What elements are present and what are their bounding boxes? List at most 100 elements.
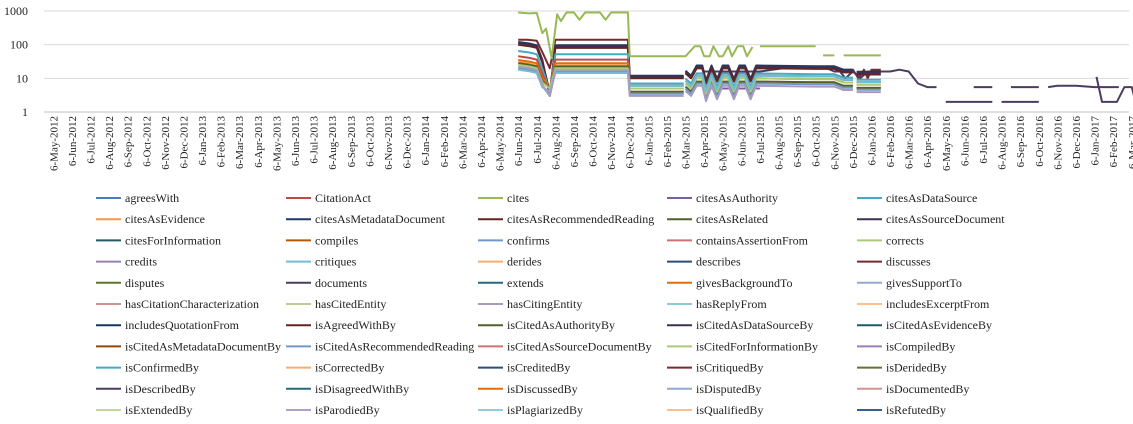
legend-label: isDocumentedBy <box>886 382 969 396</box>
x-tick-label: 6-Feb-2014 <box>439 116 451 168</box>
legend-item: disputes <box>96 276 165 290</box>
x-tick-label: 6-Jun-2014 <box>513 116 525 167</box>
x-tick-label: 6-Jan-2017 <box>1090 116 1102 166</box>
x-axis: 6-May-2012 6-Jun-2012 6-Jul-2012 6-Aug-2012… <box>48 116 1133 171</box>
legend-label: isExtendedBy <box>125 403 192 417</box>
legend-label: isCompiledBy <box>886 339 955 353</box>
legend-item: hasCitationCharacterization <box>96 297 259 311</box>
legend-label: givesBackgroundTo <box>696 276 792 290</box>
x-tick-label: 6-Jan-2015 <box>643 116 655 166</box>
legend-item: isCitedAsEvidenceBy <box>857 318 992 332</box>
legend-item: isCitedForInformationBy <box>667 339 818 353</box>
x-tick-label: 6-Oct-2014 <box>588 116 600 167</box>
x-tick-label: 6-Dec-2013 <box>402 116 414 169</box>
x-tick-label: 6-Mar-2016 <box>904 116 916 169</box>
x-tick-label: 6-Nov-2015 <box>829 116 841 170</box>
legend-item: isDeridedBy <box>857 361 947 375</box>
legend-item: hasReplyFrom <box>667 297 767 311</box>
legend-item: extends <box>478 276 544 290</box>
legend-item: discusses <box>857 255 931 269</box>
legend-label: citesAsMetadataDocument <box>315 212 446 226</box>
legend-item: describes <box>667 255 741 269</box>
y-axis: 1 10 100 1000 <box>4 4 28 119</box>
legend-item: isCitedAsAuthorityBy <box>478 318 615 332</box>
y-tick-label: 1000 <box>4 4 28 18</box>
legend-label: discusses <box>886 255 931 269</box>
x-tick-label: 6-Jun-2015 <box>736 116 748 167</box>
series-line-isDescribedBy <box>702 66 1133 103</box>
x-tick-label: 6-Aug-2012 <box>104 116 116 170</box>
x-tick-label: 6-May-2016 <box>941 116 953 171</box>
legend-label: isCitedAsSourceDocumentBy <box>507 339 652 353</box>
x-tick-label: 6-Dec-2014 <box>625 116 637 169</box>
legend-item: compiles <box>286 233 359 247</box>
y-tick-label: 1 <box>22 105 28 119</box>
legend-label: isParodiedBy <box>315 403 380 417</box>
legend-label: citesAsSourceDocument <box>886 212 1005 226</box>
legend-item: isConfirmedBy <box>96 361 199 375</box>
legend-item: isCritiquedBy <box>667 361 763 375</box>
x-tick-label: 6-Aug-2016 <box>997 116 1009 170</box>
x-tick-label: 6-Apr-2015 <box>699 116 711 168</box>
legend-item: isRefutedBy <box>857 403 946 417</box>
legend-item: citesAsRecommendedReading <box>478 212 654 226</box>
x-tick-label: 6-May-2014 <box>495 116 507 171</box>
legend-label: documents <box>315 276 367 290</box>
y-tick-label: 100 <box>10 38 28 52</box>
x-tick-label: 6-Jul-2015 <box>755 116 767 164</box>
legend-label: isCorrectedBy <box>315 361 384 375</box>
x-tick-label: 6-Oct-2012 <box>141 116 153 167</box>
x-tick-label: 6-Dec-2016 <box>1071 116 1083 169</box>
x-tick-label: 6-Sep-2015 <box>792 116 804 168</box>
legend-label: isCreditedBy <box>507 361 570 375</box>
legend-item: derides <box>478 255 542 269</box>
legend-label: isDisputedBy <box>696 382 761 396</box>
legend-label: citesAsRecommendedReading <box>507 212 654 226</box>
legend-item: CitationAct <box>286 191 372 205</box>
x-tick-label: 6-May-2015 <box>718 116 730 171</box>
x-tick-label: 6-Jul-2016 <box>978 116 990 164</box>
legend-label: hasReplyFrom <box>696 297 767 311</box>
legend-item: isQualifiedBy <box>667 403 763 417</box>
series-line-cites <box>518 11 881 60</box>
legend-label: isDeridedBy <box>886 361 947 375</box>
x-tick-label: 6-Aug-2013 <box>327 116 339 170</box>
legend-item: isCitedAsSourceDocumentBy <box>478 339 652 353</box>
x-tick-label: 6-Jan-2016 <box>866 116 878 166</box>
legend-label: isCritiquedBy <box>696 361 763 375</box>
legend-label: describes <box>696 255 741 269</box>
y-tick-label: 10 <box>16 71 28 85</box>
legend-label: CitationAct <box>315 191 372 205</box>
x-tick-label: 6-Jun-2012 <box>67 116 79 166</box>
legend: agreesWith CitationAct cites citesAsAuthori… <box>96 191 1005 417</box>
x-tick-label: 6-Nov-2016 <box>1052 116 1064 170</box>
x-tick-label: 6-Oct-2016 <box>1034 116 1046 167</box>
legend-label: corrects <box>886 233 924 247</box>
x-tick-label: 6-Jul-2012 <box>85 116 97 164</box>
legend-label: citesAsRelated <box>696 212 768 226</box>
x-tick-label: 6-Jan-2013 <box>197 116 209 166</box>
legend-item: isExtendedBy <box>96 403 192 417</box>
series-lines <box>518 11 1133 103</box>
legend-label: isDiscussedBy <box>507 382 578 396</box>
legend-item: corrects <box>857 233 924 247</box>
x-tick-label: 6-Jul-2014 <box>532 116 544 164</box>
x-tick-label: 6-Jul-2013 <box>309 116 321 164</box>
legend-label: isQualifiedBy <box>696 403 763 417</box>
x-tick-label: 6-Nov-2012 <box>160 116 172 170</box>
legend-item: citesAsRelated <box>667 212 768 226</box>
legend-item: givesBackgroundTo <box>667 276 792 290</box>
x-tick-label: 6-Dec-2012 <box>178 116 190 169</box>
legend-label: isCitedAsRecommendedReading <box>315 339 474 353</box>
legend-item: includesQuotationFrom <box>96 318 240 332</box>
legend-item: isAgreedWithBy <box>286 318 396 332</box>
x-tick-label: 6-Feb-2016 <box>885 116 897 168</box>
legend-label: includesQuotationFrom <box>125 318 240 332</box>
legend-label: isCitedAsDataSourceBy <box>696 318 813 332</box>
x-tick-label: 6-Feb-2015 <box>662 116 674 168</box>
legend-item: credits <box>96 255 157 269</box>
x-tick-label: 6-Aug-2015 <box>773 116 785 170</box>
legend-label: isCitedAsAuthorityBy <box>507 318 615 332</box>
x-tick-label: 6-Sep-2014 <box>569 116 581 168</box>
